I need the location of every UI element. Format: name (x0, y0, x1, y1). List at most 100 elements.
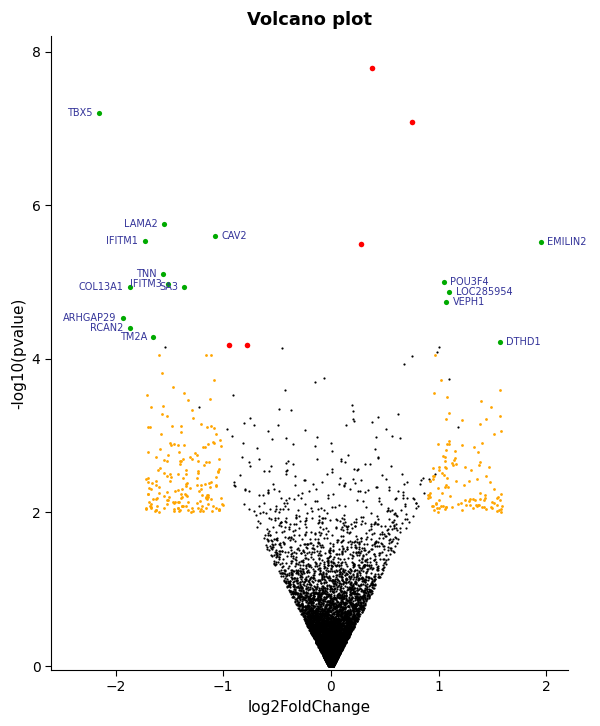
Point (313, 635, 323, 646)
Point (319, 650, 329, 661)
Point (340, 612, 349, 624)
Point (326, 649, 336, 661)
Point (281, 384, 290, 396)
Point (322, 647, 332, 658)
Point (314, 619, 324, 631)
Point (327, 650, 337, 662)
Point (311, 635, 321, 647)
Point (337, 643, 346, 654)
Point (322, 643, 332, 655)
Point (350, 610, 360, 621)
Point (331, 648, 340, 660)
Point (331, 635, 341, 647)
Point (329, 655, 338, 666)
Point (319, 634, 328, 645)
Point (450, 452, 460, 464)
Point (317, 640, 326, 652)
Point (329, 643, 338, 655)
Point (310, 632, 319, 644)
Point (355, 599, 364, 611)
Point (326, 660, 336, 672)
Point (314, 641, 323, 653)
Point (322, 616, 332, 627)
Point (321, 652, 331, 664)
Point (326, 648, 335, 660)
Point (322, 654, 331, 666)
Point (324, 657, 334, 669)
Point (329, 655, 338, 666)
Point (326, 438, 335, 449)
Point (319, 648, 329, 660)
Point (313, 611, 323, 622)
Point (331, 620, 341, 632)
Point (324, 575, 334, 587)
Point (327, 650, 337, 662)
Point (337, 586, 346, 597)
Point (328, 659, 338, 671)
Point (322, 629, 332, 641)
Point (328, 656, 337, 668)
Point (307, 616, 317, 628)
Point (304, 619, 313, 631)
Point (337, 627, 347, 638)
Point (335, 592, 344, 604)
Point (319, 613, 329, 625)
Point (310, 631, 319, 643)
Point (367, 576, 377, 588)
Point (315, 627, 325, 638)
Point (325, 656, 334, 668)
Point (325, 656, 334, 668)
Point (325, 630, 334, 642)
Point (350, 602, 359, 613)
Point (311, 631, 321, 643)
Point (328, 655, 337, 666)
Point (331, 638, 340, 650)
Point (319, 646, 329, 658)
Point (313, 616, 323, 628)
Point (321, 653, 331, 664)
Point (328, 660, 337, 672)
Point (333, 648, 343, 659)
Point (360, 574, 370, 585)
Point (321, 650, 331, 661)
Point (341, 632, 350, 643)
Point (319, 639, 329, 650)
Point (335, 625, 344, 637)
Point (316, 640, 325, 651)
Point (318, 636, 328, 648)
Point (319, 640, 329, 652)
Point (331, 654, 341, 666)
Point (320, 619, 329, 630)
Point (329, 654, 339, 666)
Point (325, 595, 334, 607)
Point (317, 610, 326, 621)
Point (327, 637, 337, 648)
Point (337, 627, 346, 639)
Point (326, 649, 336, 661)
Point (347, 621, 357, 632)
Point (327, 658, 337, 670)
Point (332, 645, 342, 657)
Point (244, 456, 254, 468)
Point (326, 659, 335, 671)
Point (334, 647, 344, 658)
Point (317, 637, 327, 648)
Point (480, 492, 490, 503)
Point (304, 616, 314, 627)
Point (340, 619, 349, 630)
Point (184, 394, 193, 406)
Point (346, 538, 355, 550)
Point (334, 642, 343, 653)
Point (320, 617, 329, 629)
Point (328, 629, 337, 640)
Point (299, 576, 309, 588)
Point (317, 516, 326, 528)
Point (306, 624, 316, 635)
Point (310, 592, 319, 604)
Point (337, 632, 347, 643)
Point (308, 618, 317, 629)
Point (327, 647, 337, 658)
Point (335, 642, 345, 653)
Point (323, 588, 332, 600)
Point (323, 639, 333, 650)
